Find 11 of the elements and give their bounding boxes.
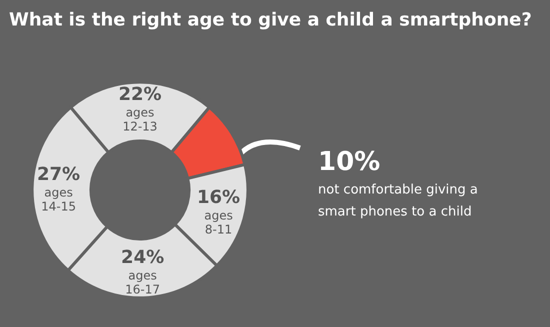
data-label: 10%: [318, 147, 380, 177]
data-label: 16%: [196, 187, 240, 208]
slice-label: not comfortable giving a smart phones to a child: [318, 182, 478, 220]
data-label: 27%: [36, 164, 80, 186]
slice-label: ages 14-15: [41, 186, 76, 214]
chart-title: What is the right age to give a child a smartphone?: [9, 10, 532, 30]
slice-label: ages 8-11: [204, 208, 233, 237]
data-label: 24%: [121, 246, 164, 268]
data-label: 22%: [118, 84, 162, 106]
slice-label: ages 16-17: [125, 268, 160, 296]
slice-label: ages 12-13: [122, 106, 158, 134]
